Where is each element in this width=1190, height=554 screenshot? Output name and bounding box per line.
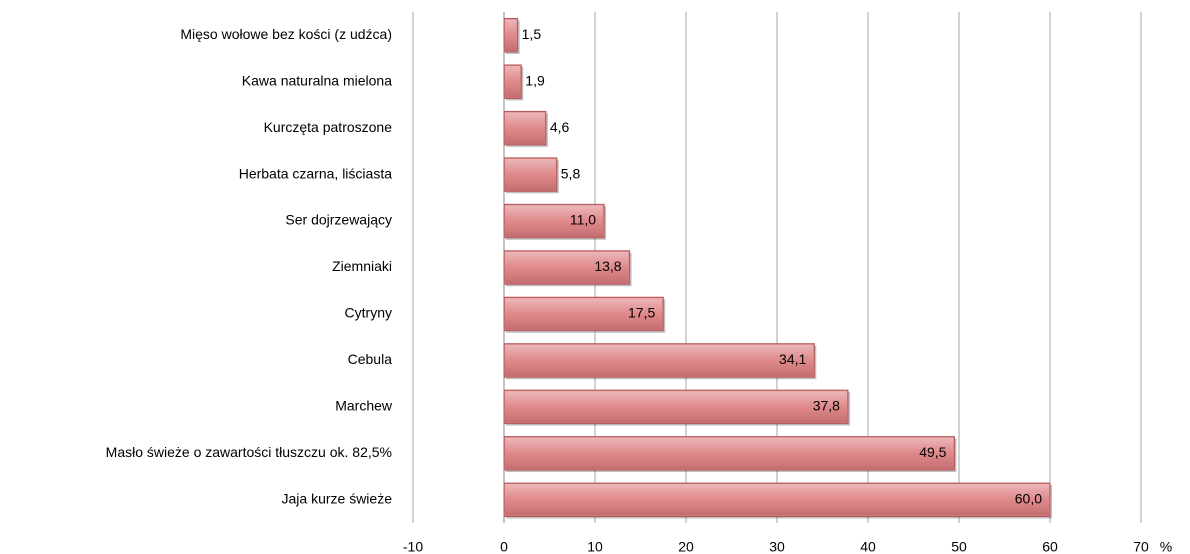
y-tick-label: Mięso wołowe bez kości (z udźca) — [180, 26, 392, 42]
y-tick-label: Kawa naturalna mielona — [242, 72, 392, 88]
x-axis-label: % — [1160, 539, 1172, 554]
y-tick-label: Marchew — [335, 398, 393, 414]
value-label: 1,5 — [522, 26, 542, 42]
bar-highlight — [505, 391, 847, 423]
bar-highlight — [505, 298, 663, 330]
x-tick-label: 60 — [1042, 539, 1058, 554]
y-tick-label: Jaja kurze świeże — [282, 490, 393, 506]
bar-highlight — [505, 158, 556, 191]
x-tick-label: -10 — [403, 539, 423, 554]
x-tick-label: 20 — [678, 539, 694, 554]
y-tick-label: Ziemniaki — [332, 258, 392, 274]
y-tick-label: Herbata czarna, liściasta — [239, 165, 393, 181]
bar-highlight — [505, 251, 629, 284]
bar-highlight — [505, 205, 604, 237]
value-label: 11,0 — [570, 212, 596, 228]
x-tick-label: 30 — [769, 539, 785, 554]
x-tick-label: 40 — [860, 539, 876, 554]
bar-highlight — [505, 344, 814, 377]
value-label: 34,1 — [779, 351, 806, 367]
value-label: 5,8 — [561, 165, 581, 181]
y-tick-label: Cebula — [348, 351, 393, 367]
y-tick-label: Cytryny — [345, 305, 392, 321]
value-label: 37,8 — [813, 398, 840, 414]
bar-highlight — [505, 19, 517, 51]
bar-highlight — [505, 437, 954, 470]
value-label: 1,9 — [525, 72, 545, 88]
x-tick-label: 70 — [1133, 539, 1149, 554]
value-label: 60,0 — [1015, 490, 1042, 506]
value-label: 13,8 — [594, 258, 621, 274]
x-tick-label: 0 — [500, 539, 508, 554]
bar-highlight — [505, 112, 545, 144]
x-tick-label: 10 — [587, 539, 603, 554]
value-label: 4,6 — [550, 119, 570, 135]
bar-highlight — [505, 65, 521, 98]
bar-highlight — [505, 484, 1049, 516]
y-tick-label: Masło świeże o zawartości tłuszczu ok. 8… — [106, 444, 392, 460]
y-tick-label: Kurczęta patroszone — [264, 119, 393, 135]
value-label: 49,5 — [919, 444, 946, 460]
value-label: 17,5 — [628, 305, 655, 321]
x-tick-label: 50 — [951, 539, 967, 554]
y-tick-label: Ser dojrzewający — [285, 212, 392, 228]
